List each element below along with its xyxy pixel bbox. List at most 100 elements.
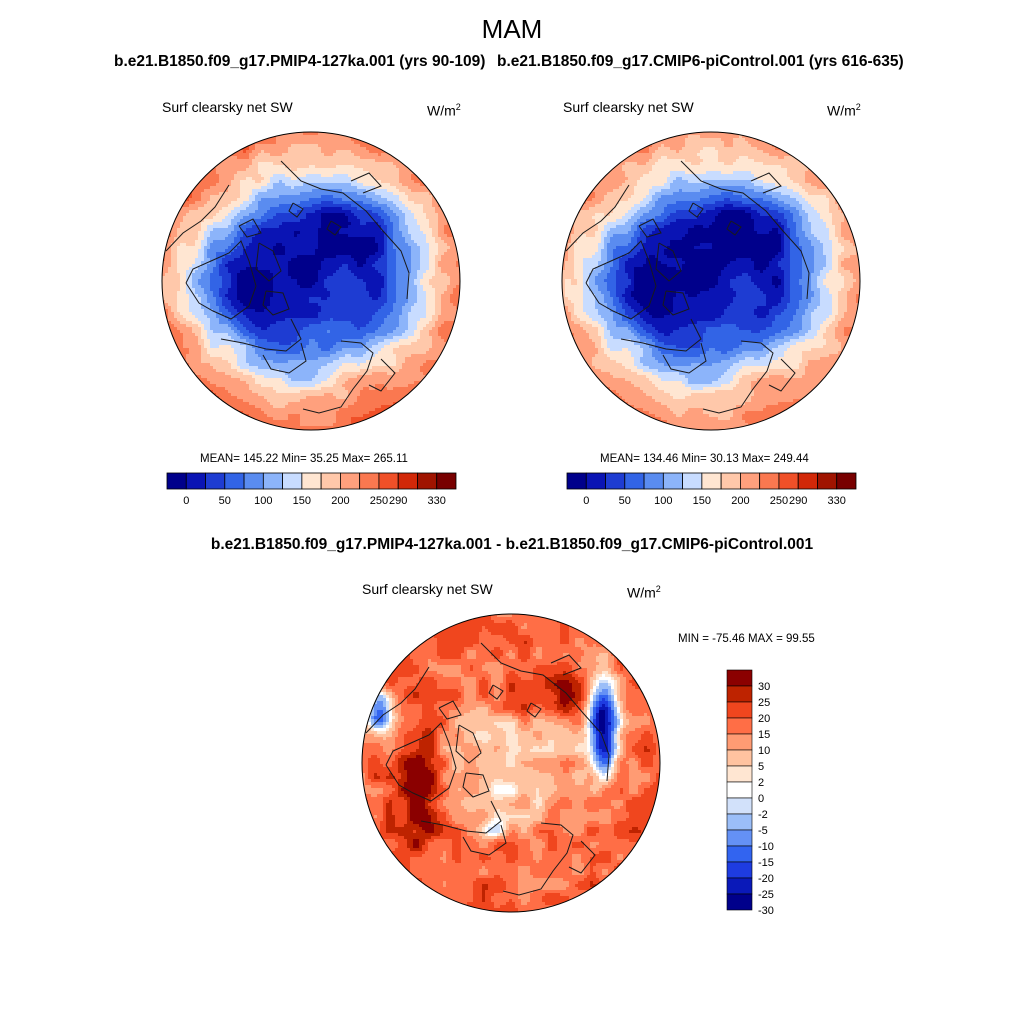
left-map-cell — [225, 261, 229, 265]
left-map-cell — [240, 294, 244, 298]
left-map-cell — [192, 243, 196, 247]
left-map-cell — [288, 276, 292, 280]
left-map-cell — [408, 291, 412, 295]
left-map-cell — [426, 237, 430, 241]
left-map-cell — [315, 297, 319, 301]
left-map-cell — [306, 216, 310, 220]
left-map-cell — [270, 246, 274, 250]
left-map-cell — [252, 309, 256, 313]
left-map-cell — [216, 306, 220, 310]
left-map-cell — [417, 204, 421, 208]
left-map-cell — [339, 252, 343, 256]
left-map-cell — [408, 303, 412, 307]
left-map-cell — [339, 192, 343, 196]
left-map-cell — [294, 297, 298, 301]
left-map-cell — [207, 240, 211, 244]
left-map-cell — [273, 273, 277, 277]
left-map-cell — [312, 240, 316, 244]
left-map-cell — [327, 222, 331, 226]
left-map-cell — [309, 264, 313, 268]
left-map-cell — [333, 186, 337, 190]
left-map-cell — [378, 273, 382, 277]
left-map-cell — [258, 264, 262, 268]
left-map-cell — [267, 264, 271, 268]
left-map-cell — [300, 279, 304, 283]
left-map-cell — [288, 273, 292, 277]
left-map-cell — [198, 267, 202, 271]
left-map-cell — [366, 210, 370, 214]
left-map-cell — [279, 153, 283, 157]
left-map-cell — [282, 240, 286, 244]
left-map-cell — [300, 273, 304, 277]
left-map-cell — [240, 255, 244, 259]
left-map-cell — [309, 276, 313, 280]
left-map-cell — [333, 135, 337, 139]
left-map-cell — [423, 291, 427, 295]
left-map-cell — [369, 156, 373, 160]
left-map-cell — [222, 195, 226, 199]
left-map-cell — [195, 285, 199, 289]
left-map-cell — [336, 207, 340, 211]
left-map-cell — [309, 156, 313, 160]
left-map-cell — [369, 285, 373, 289]
left-map-cell — [399, 240, 403, 244]
left-map-cell — [279, 255, 283, 259]
left-map-cell — [318, 138, 322, 142]
left-map-cell — [216, 270, 220, 274]
left-map-cell — [261, 207, 265, 211]
left-map-cell — [282, 300, 286, 304]
left-map-cell — [216, 228, 220, 232]
left-map-cell — [423, 294, 427, 298]
left-map-cell — [384, 156, 388, 160]
left-map-cell — [276, 234, 280, 238]
left-map-cell — [243, 189, 247, 193]
left-map-cell — [384, 210, 388, 214]
left-map-cell — [447, 270, 451, 274]
left-map-cell — [309, 291, 313, 295]
left-map-cell — [456, 264, 460, 268]
left-map-cell — [189, 225, 193, 229]
left-map-cell — [267, 213, 271, 217]
left-map-cell — [222, 213, 226, 217]
left-map-cell — [333, 147, 337, 151]
left-map-cell — [375, 159, 379, 163]
left-map-cell — [411, 180, 415, 184]
left-map-cell — [267, 231, 271, 235]
left-map-cell — [237, 204, 241, 208]
left-map-cell — [453, 261, 457, 265]
left-map-cell — [345, 291, 349, 295]
left-map-cell — [264, 189, 268, 193]
left-map-cell — [180, 213, 184, 217]
left-map-cell — [186, 291, 190, 295]
left-map-cell — [408, 213, 412, 217]
left-map-cell — [378, 153, 382, 157]
left-map-cell — [267, 225, 271, 229]
left-map-cell — [162, 276, 166, 280]
left-map-cell — [333, 243, 337, 247]
left-map-cell — [192, 279, 196, 283]
left-map-cell — [300, 132, 304, 136]
left-map-cell — [249, 222, 253, 226]
left-map-cell — [252, 297, 256, 301]
left-map-cell — [237, 189, 241, 193]
left-map-cell — [393, 279, 397, 283]
left-map-cell — [267, 138, 271, 142]
left-map-cell — [342, 288, 346, 292]
left-map-cell — [237, 285, 241, 289]
left-map-cell — [447, 282, 451, 286]
left-map-cell — [207, 216, 211, 220]
left-map-cell — [405, 225, 409, 229]
left-map-cell — [396, 174, 400, 178]
left-map-cell — [246, 216, 250, 220]
left-map-cell — [330, 204, 334, 208]
left-map-cell — [393, 267, 397, 271]
left-map-cell — [246, 174, 250, 178]
left-map-cell — [351, 231, 355, 235]
left-map-cell — [267, 156, 271, 160]
left-map-cell — [351, 168, 355, 172]
left-map-cell — [258, 231, 262, 235]
left-map-cell — [255, 231, 259, 235]
left-map-cell — [309, 228, 313, 232]
left-map-cell — [357, 246, 361, 250]
left-map-cell — [273, 162, 277, 166]
